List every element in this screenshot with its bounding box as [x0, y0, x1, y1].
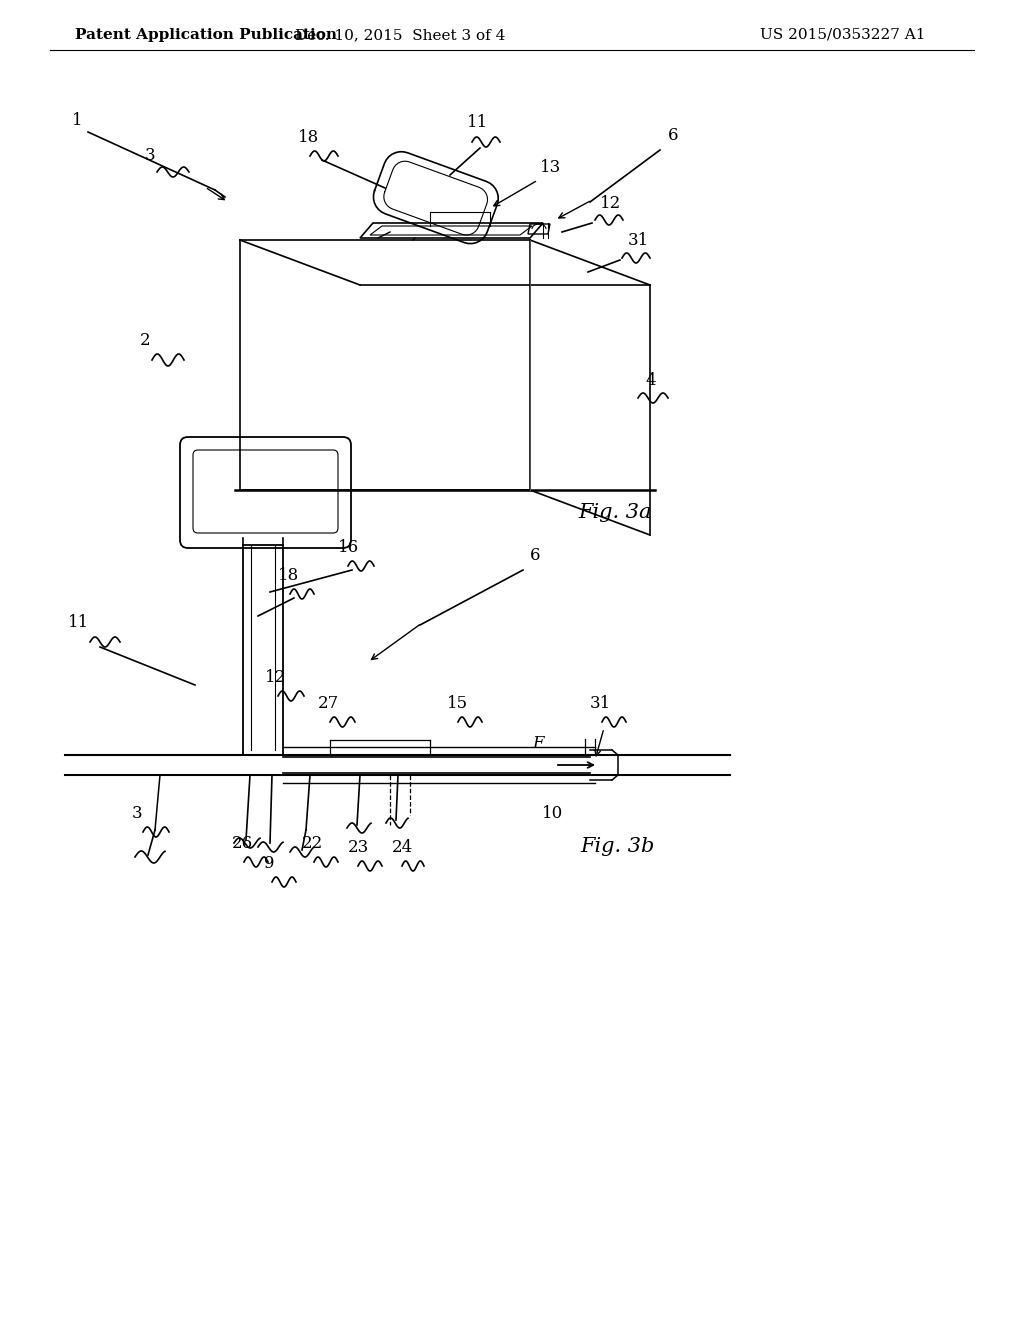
Text: 23: 23 — [348, 840, 370, 855]
Text: 9: 9 — [264, 855, 274, 873]
Text: 11: 11 — [467, 114, 488, 131]
Text: 26: 26 — [232, 836, 253, 851]
Text: 4: 4 — [645, 372, 655, 389]
Text: 6: 6 — [530, 546, 541, 564]
Text: 6: 6 — [668, 127, 679, 144]
Text: 18: 18 — [278, 568, 299, 583]
Text: 22: 22 — [302, 836, 324, 851]
Text: 11: 11 — [68, 614, 89, 631]
Text: 1: 1 — [72, 112, 83, 129]
Text: F: F — [532, 735, 544, 752]
Text: 27: 27 — [318, 696, 339, 711]
Text: 24: 24 — [392, 840, 414, 855]
Text: 31: 31 — [628, 232, 649, 249]
Text: US 2015/0353227 A1: US 2015/0353227 A1 — [760, 28, 926, 42]
Text: 31: 31 — [590, 696, 611, 711]
Text: Fig. 3a: Fig. 3a — [578, 503, 651, 521]
Text: Fig. 3b: Fig. 3b — [580, 837, 654, 855]
Text: Patent Application Publication: Patent Application Publication — [75, 28, 337, 42]
Text: 16: 16 — [338, 539, 359, 556]
Text: 18: 18 — [298, 129, 319, 147]
Text: 3: 3 — [145, 147, 156, 164]
Text: 13: 13 — [540, 158, 561, 176]
Text: 12: 12 — [265, 669, 287, 686]
Text: 10: 10 — [542, 805, 563, 822]
Text: 15: 15 — [447, 696, 468, 711]
Text: Dec. 10, 2015  Sheet 3 of 4: Dec. 10, 2015 Sheet 3 of 4 — [295, 28, 505, 42]
Text: 2: 2 — [140, 333, 151, 348]
Text: 3: 3 — [132, 805, 142, 822]
Text: 12: 12 — [600, 195, 622, 213]
